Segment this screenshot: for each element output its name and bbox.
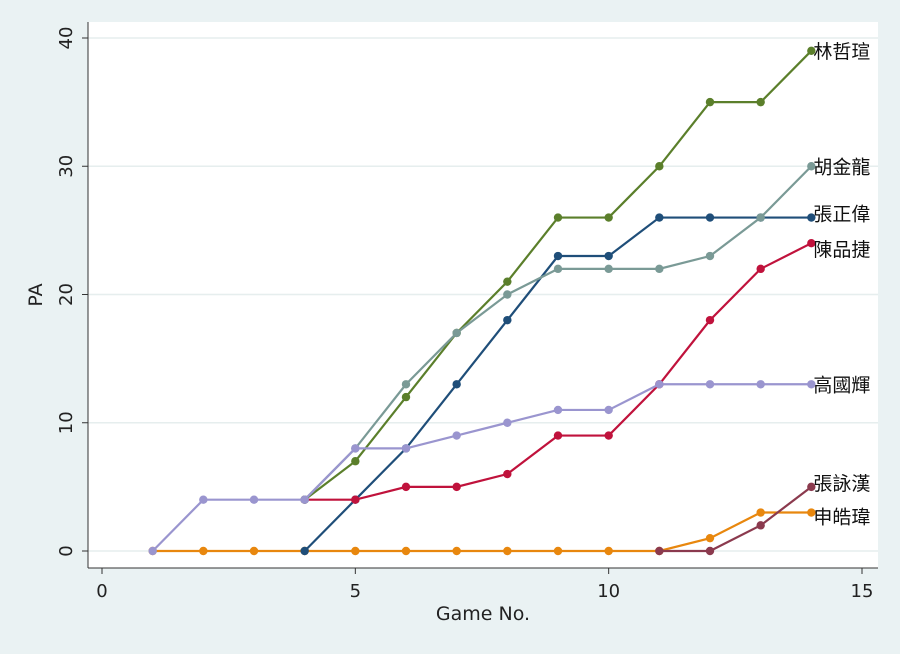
data-point [756, 213, 765, 222]
data-point [655, 380, 664, 389]
data-point [553, 251, 563, 261]
series-line [659, 485, 812, 553]
data-point [604, 431, 613, 440]
y-tick-label: 0 [56, 545, 77, 556]
data-point [705, 546, 715, 556]
data-point [452, 380, 461, 389]
x-tick-label: 10 [597, 581, 620, 602]
data-point [705, 213, 715, 222]
data-point [705, 97, 715, 107]
data-point [503, 546, 512, 556]
data-point [300, 546, 309, 556]
data-point [604, 546, 613, 556]
data-point [553, 264, 563, 274]
data-point [807, 213, 816, 222]
data-point [351, 444, 360, 453]
data-point [553, 405, 563, 415]
data-point [249, 495, 259, 504]
data-point [655, 213, 664, 222]
data-point [604, 213, 613, 222]
data-point [807, 46, 816, 56]
data-point [756, 508, 765, 517]
x-tick-label: 5 [350, 581, 361, 602]
data-point [199, 495, 208, 504]
series-line [151, 383, 812, 552]
data-point [503, 290, 512, 299]
data-point [807, 380, 816, 389]
data-point [351, 546, 360, 556]
series-label: 張正偉 [813, 204, 870, 226]
data-point [452, 482, 461, 492]
data-point [503, 469, 512, 479]
data-point [604, 264, 613, 274]
x-tick-label: 15 [851, 581, 874, 602]
y-tick-label: 40 [56, 27, 77, 50]
series-line [152, 511, 812, 553]
series-label: 張詠漢 [813, 473, 870, 495]
data-point [503, 315, 512, 325]
data-point [249, 546, 259, 556]
y-tick-label: 30 [56, 155, 77, 178]
data-point [401, 546, 411, 556]
data-point [553, 546, 563, 556]
data-point [300, 495, 309, 504]
series-1: 張詠漢 [655, 473, 870, 556]
x-tick-label: 0 [96, 581, 107, 602]
data-point [401, 392, 411, 402]
series-label: 林哲瑄 [813, 41, 870, 63]
data-point [401, 444, 411, 453]
y-tick-label: 20 [56, 283, 77, 306]
data-point [351, 495, 360, 504]
data-point [148, 546, 157, 556]
data-point [705, 251, 715, 261]
data-point [553, 213, 563, 222]
data-point [705, 380, 715, 389]
data-point [807, 508, 816, 517]
data-point [705, 533, 715, 543]
x-axis-label: Game No. [436, 603, 530, 625]
series-label: 高國輝 [813, 374, 870, 396]
series-label: 陳品捷 [813, 239, 870, 261]
series-6: 高國輝 [148, 374, 870, 556]
data-point [503, 418, 512, 427]
data-point [401, 482, 411, 492]
y-tick-label: 10 [56, 411, 77, 434]
data-point [756, 97, 765, 107]
data-point [503, 277, 512, 286]
data-point [807, 482, 816, 492]
data-point [452, 328, 461, 338]
data-point [351, 457, 360, 466]
data-point [401, 380, 411, 389]
y-axis-label: PA [25, 283, 47, 306]
data-point [807, 162, 816, 171]
series-label: 申皓瑋 [813, 507, 870, 529]
data-point [756, 264, 765, 274]
series-label: 胡金龍 [813, 156, 870, 178]
data-point [452, 431, 461, 440]
data-point [705, 315, 715, 325]
data-point [604, 405, 613, 415]
series-3: 陳品捷 [300, 239, 870, 504]
data-point [756, 521, 765, 530]
data-point [655, 264, 664, 274]
data-point [553, 431, 563, 440]
data-point [604, 251, 613, 261]
data-point [655, 162, 664, 171]
data-point [655, 546, 664, 556]
data-point [199, 546, 208, 556]
data-point [452, 546, 461, 556]
data-point [756, 380, 765, 389]
data-point [807, 239, 816, 248]
